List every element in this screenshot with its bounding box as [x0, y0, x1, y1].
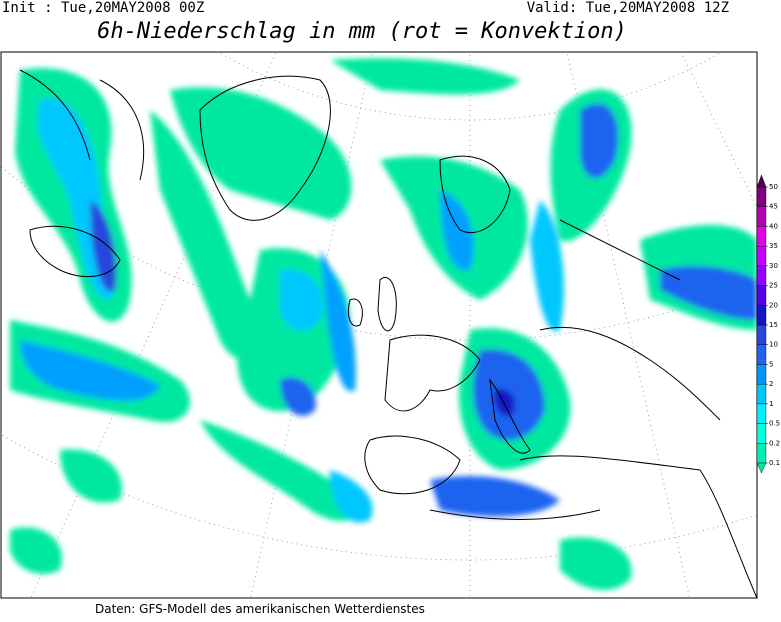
colorbar-label: 40 [769, 222, 778, 230]
colorbar-label: 15 [769, 321, 778, 329]
colorbar-band [756, 265, 767, 286]
valid-time: Valid: Tue,20MAY2008 12Z [527, 0, 729, 16]
colorbar-label: 35 [769, 242, 778, 250]
colorbar-band [756, 443, 767, 464]
colorbar-band [756, 245, 767, 267]
colorbar-label: 5 [769, 360, 773, 368]
colorbar-band [756, 364, 767, 385]
colorbar-label: 25 [769, 282, 778, 290]
colorbar-label: 0.5 [769, 420, 780, 428]
colorbar-band [756, 285, 767, 306]
colorbar-band [756, 383, 767, 405]
coastlines [19, 69, 757, 598]
colorbar-label: 0.1 [769, 459, 780, 467]
precipitation [10, 58, 757, 591]
colorbar-label: 45 [769, 203, 778, 211]
colorbar-label: 10 [769, 341, 778, 349]
colorbar-label: 50 [769, 183, 778, 191]
footer-source: Daten: GFS-Modell des amerikanischen Wet… [95, 602, 425, 616]
colorbar-high [756, 174, 767, 188]
colorbar-band [756, 226, 767, 247]
colorbar-band [756, 403, 767, 424]
init-time: Init : Tue,20MAY2008 00Z [2, 0, 204, 16]
colorbar-band [756, 324, 767, 345]
colorbar-label: 0.2 [769, 439, 780, 447]
colorbar-band [756, 423, 767, 444]
colorbar-label: 30 [769, 262, 778, 270]
colorbar-band [756, 186, 767, 207]
map-title: 6h-Niederschlag in mm (rot = Konvektion) [97, 19, 627, 44]
colorbar-label: 2 [769, 380, 773, 388]
map-area [1, 52, 757, 598]
colorbar-label: 1 [769, 400, 773, 408]
colorbar-low [756, 462, 767, 474]
colorbar-band [756, 305, 767, 326]
colorbar-band [756, 344, 767, 365]
colorbar-band [756, 206, 767, 227]
colorbar-label: 20 [769, 301, 778, 309]
